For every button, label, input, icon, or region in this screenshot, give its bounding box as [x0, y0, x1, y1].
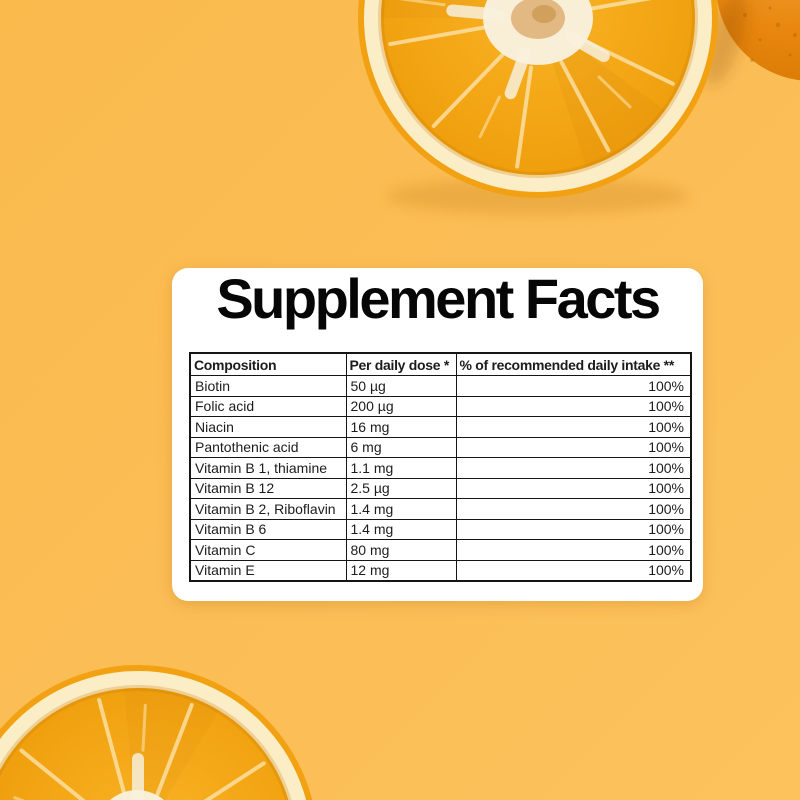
dose-cell: 6 mg	[345, 436, 457, 458]
composition-cell: Vitamin B 1, thiamine	[189, 457, 347, 479]
percent-cell: 100%	[455, 395, 692, 417]
supplement-label-card: Supplement Facts Composition Per daily d…	[172, 268, 703, 601]
percent-cell: 100%	[455, 375, 692, 397]
table-row: Niacin 16 mg 100%	[189, 416, 692, 438]
percent-cell: 100%	[455, 457, 692, 479]
orange-slice-top-icon	[358, 0, 718, 198]
column-header-dose: Per daily dose *	[345, 352, 457, 376]
table-row: Vitamin B 6 1.4 mg 100%	[189, 518, 692, 540]
dose-cell: 16 mg	[345, 416, 457, 438]
table-row: Vitamin B 2, Riboflavin 1.4 mg 100%	[189, 498, 692, 520]
percent-cell: 100%	[455, 539, 692, 561]
orange-slice-bottom-icon	[0, 650, 333, 800]
label-title: Supplement Facts	[216, 267, 661, 330]
percent-cell: 100%	[455, 436, 692, 458]
dose-cell: 80 mg	[345, 539, 457, 561]
table-row: Biotin 50 µg 100%	[189, 375, 692, 397]
composition-cell: Folic acid	[189, 395, 347, 417]
dose-cell: 12 mg	[345, 559, 457, 582]
table-row: Pantothenic acid 6 mg 100%	[189, 436, 692, 458]
table-row: Folic acid 200 µg 100%	[189, 395, 692, 417]
composition-cell: Vitamin B 6	[189, 518, 347, 540]
dose-cell: 200 µg	[345, 395, 457, 417]
table-row: Vitamin B 12 2.5 µg 100%	[189, 477, 692, 499]
table-row: Vitamin B 1, thiamine 1.1 mg 100%	[189, 457, 692, 479]
column-header-daily-intake: % of recommended daily intake **	[455, 352, 692, 376]
dose-cell: 1.4 mg	[345, 518, 457, 540]
table-row: Vitamin E 12 mg 100%	[189, 559, 692, 582]
percent-cell: 100%	[455, 559, 692, 582]
percent-cell: 100%	[455, 498, 692, 520]
table-row: Vitamin C 80 mg 100%	[189, 539, 692, 561]
composition-cell: Vitamin B 12	[189, 477, 347, 499]
percent-cell: 100%	[455, 477, 692, 499]
table-header-row: Composition Per daily dose * % of recomm…	[189, 352, 692, 376]
composition-cell: Pantothenic acid	[189, 436, 347, 458]
composition-cell: Biotin	[189, 375, 347, 397]
dose-cell: 2.5 µg	[345, 477, 457, 499]
whole-orange-icon	[703, 0, 800, 86]
composition-cell: Vitamin B 2, Riboflavin	[189, 498, 347, 520]
composition-cell: Niacin	[189, 416, 347, 438]
percent-cell: 100%	[455, 416, 692, 438]
composition-cell: Vitamin C	[189, 539, 347, 561]
composition-cell: Vitamin E	[189, 559, 347, 582]
dose-cell: 1.1 mg	[345, 457, 457, 479]
dose-cell: 1.4 mg	[345, 498, 457, 520]
percent-cell: 100%	[455, 518, 692, 540]
column-header-composition: Composition	[189, 352, 347, 376]
dose-cell: 50 µg	[345, 375, 457, 397]
supplement-facts-table: Composition Per daily dose * % of recomm…	[189, 352, 692, 582]
